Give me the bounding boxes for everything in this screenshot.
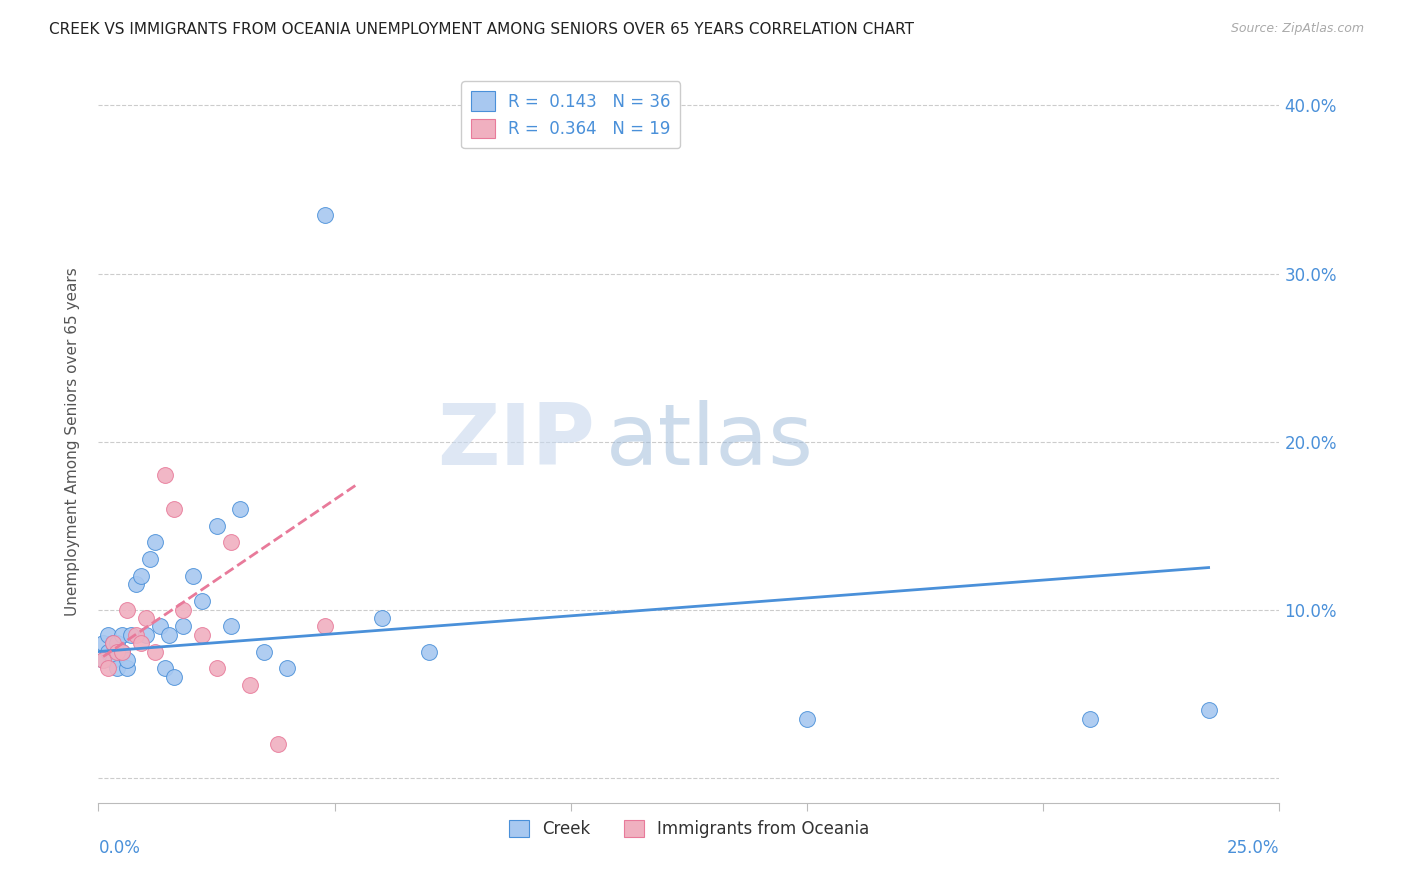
Point [205,661,228,675]
Point [91,636,114,650]
Point [143,535,166,549]
Point [172,619,194,633]
Point [139,552,162,566]
Point [276,661,298,675]
Point [153,468,176,483]
Point [135,628,157,642]
Point [101,653,124,667]
Point [163,501,186,516]
Point [267,737,290,751]
Point [205,518,228,533]
Point [91,653,114,667]
Point [97,661,120,675]
Point [219,619,242,633]
Point [149,619,172,633]
Point [163,670,186,684]
Point [115,653,138,667]
Legend: Creek, Immigrants from Oceania: Creek, Immigrants from Oceania [502,814,876,845]
Text: 0.0%: 0.0% [98,838,141,857]
Point [101,636,124,650]
Text: Source: ZipAtlas.com: Source: ZipAtlas.com [1230,22,1364,36]
Point [418,644,440,658]
Point [129,569,152,583]
Point [125,577,148,591]
Point [1080,712,1102,726]
Point [121,628,143,642]
Point [157,628,180,642]
Point [239,678,262,692]
Point [153,661,176,675]
Point [796,712,818,726]
Point [172,602,194,616]
Point [105,636,128,650]
Point [253,644,276,658]
Text: 25.0%: 25.0% [1227,838,1279,857]
Point [219,535,242,549]
Point [111,644,134,658]
Point [91,653,114,667]
Point [143,644,166,658]
Point [101,636,124,650]
Point [314,208,336,222]
Point [129,636,152,650]
Point [111,644,134,658]
Point [125,628,148,642]
Point [314,619,336,633]
Point [111,628,134,642]
Point [181,569,204,583]
Text: CREEK VS IMMIGRANTS FROM OCEANIA UNEMPLOYMENT AMONG SENIORS OVER 65 YEARS CORREL: CREEK VS IMMIGRANTS FROM OCEANIA UNEMPLO… [49,22,914,37]
Point [105,644,128,658]
Point [191,628,214,642]
Text: atlas: atlas [606,400,814,483]
Point [115,661,138,675]
Point [97,644,120,658]
Point [115,602,138,616]
Point [371,611,394,625]
Point [191,594,214,608]
Point [229,501,252,516]
Point [1198,703,1220,717]
Point [97,628,120,642]
Text: ZIP: ZIP [437,400,595,483]
Point [105,661,128,675]
Y-axis label: Unemployment Among Seniors over 65 years: Unemployment Among Seniors over 65 years [65,268,80,615]
Point [135,611,157,625]
